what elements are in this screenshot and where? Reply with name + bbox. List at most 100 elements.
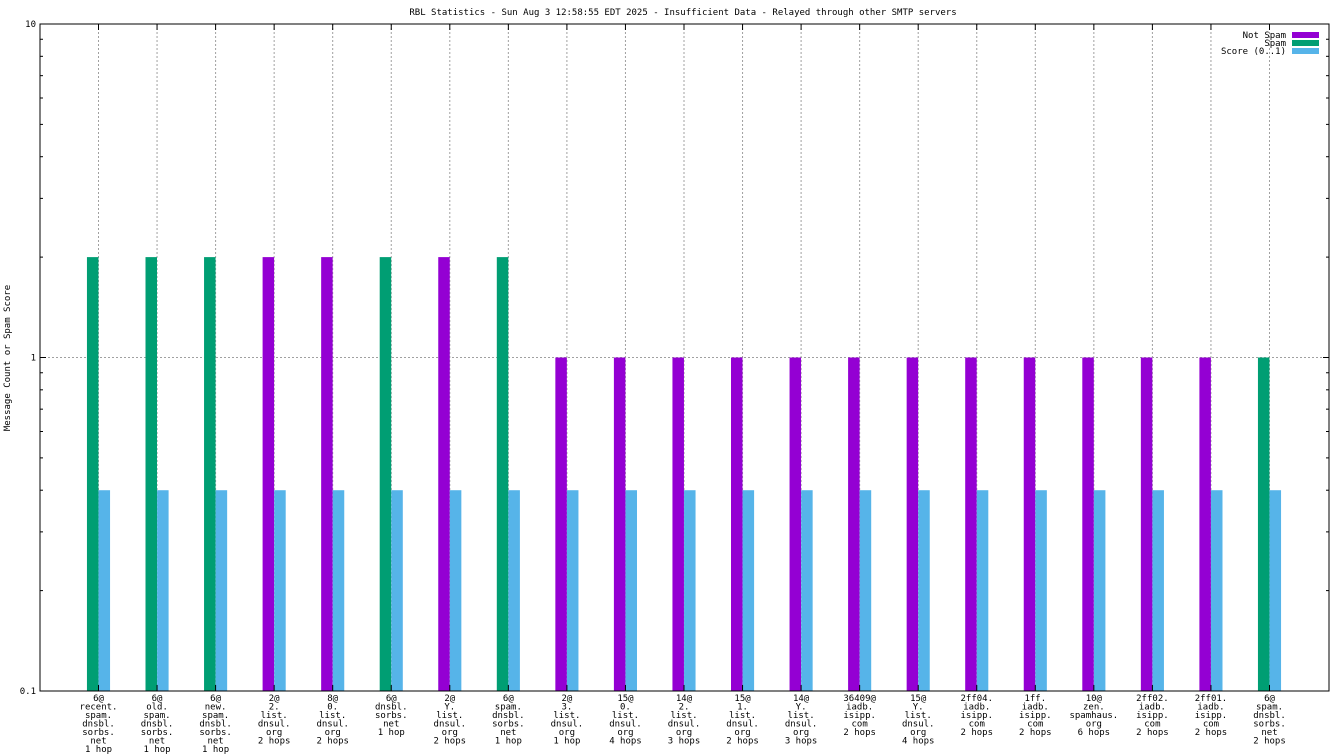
x-category-label-line: 2@: [269, 694, 280, 704]
bar-not-spam: [321, 257, 333, 691]
bar-not-spam: [613, 357, 626, 691]
x-category-label-line: org: [442, 728, 458, 738]
y-axis-ticks: 0.1 1 10: [20, 20, 1329, 697]
x-category-label-line: com: [1203, 720, 1219, 730]
x-category-label-line: spam.: [495, 703, 522, 713]
x-category-label-line: 0.: [620, 703, 631, 713]
x-category-label-line: dnsbl.: [82, 720, 115, 730]
bar-not-spam: [672, 357, 684, 691]
x-category-label-line: 2 hops: [258, 737, 291, 747]
x-category-label-line: iadb.: [963, 703, 990, 713]
legend-swatch: [1292, 40, 1319, 46]
x-category-label-line: net: [500, 728, 516, 738]
x-category-label-line: org: [1086, 720, 1102, 730]
x-category-label-line: org: [676, 728, 692, 738]
x-category-label-line: 6@: [152, 694, 163, 704]
x-category-label-line: list.: [319, 711, 346, 721]
x-category-label-line: 14@: [676, 694, 693, 704]
x-category-label-line: 4 hops: [902, 737, 935, 747]
x-category-label-line: list.: [553, 711, 580, 721]
bar-score-0-1: [1093, 490, 1106, 691]
x-category-label-line: org: [559, 728, 575, 738]
x-category-label-line: com: [1027, 720, 1043, 730]
x-category-label-line: 4 hops: [609, 737, 642, 747]
x-category-label-line: Y.: [913, 703, 924, 713]
x-category-label-line: spamhaus.: [1069, 711, 1118, 721]
x-category-label-line: dnsul.: [316, 720, 349, 730]
x-category-label-line: com: [969, 720, 985, 730]
x-category-label-line: net: [90, 737, 106, 747]
x-category-label-line: net: [383, 720, 399, 730]
bar-spam: [496, 257, 509, 691]
x-category-label-line: 3.: [561, 703, 572, 713]
bar-score-0-1: [157, 490, 169, 691]
x-category-label-line: isipp.: [960, 711, 993, 721]
x-category-label-line: list.: [436, 711, 463, 721]
x-category-label-line: 1 hop: [553, 737, 580, 747]
x-category-label-line: dnsul.: [726, 720, 759, 730]
bar-not-spam: [1082, 357, 1094, 691]
bar-score-0-1: [1035, 490, 1047, 691]
bar-score-0-1: [508, 490, 520, 691]
x-category-label-line: iadb.: [1139, 703, 1166, 713]
x-category-label-line: org: [793, 728, 809, 738]
legend-label: Score (0..1): [1221, 47, 1286, 57]
x-category-label-line: spam.: [85, 711, 112, 721]
x-category-label-line: 2 hops: [1195, 728, 1228, 738]
bar-score-0-1: [566, 490, 579, 691]
x-category-label-line: 2.: [679, 703, 690, 713]
x-category-label-line: 2 hops: [960, 728, 993, 738]
x-category-label-line: 15@: [617, 694, 634, 704]
y-axis-label: Message Count or Spam Score: [3, 285, 13, 431]
bar-not-spam: [906, 357, 919, 691]
x-category-label-line: sorbs.: [375, 711, 408, 721]
legend-label: Not Spam: [1243, 31, 1286, 41]
x-category-label-line: 1ff.: [1024, 694, 1046, 704]
x-category-label-line: 3 hops: [668, 737, 701, 747]
x-category-label-line: 1 hop: [85, 745, 112, 755]
bar-score-0-1: [1269, 490, 1282, 691]
x-category-label-line: isipp.: [1195, 711, 1228, 721]
x-category-label-line: dnsbl.: [199, 720, 232, 730]
x-category-label-line: 1 hop: [378, 728, 405, 738]
x-category-label-line: dnsbl.: [492, 711, 525, 721]
x-category-label-line: dnsul.: [434, 720, 467, 730]
x-category-label-line: list.: [788, 711, 815, 721]
x-category-label-line: 2 hops: [726, 737, 759, 747]
x-category-label-line: list.: [905, 711, 932, 721]
legend-swatch: [1292, 48, 1319, 54]
x-category-label-line: 2 hops: [1136, 728, 1169, 738]
x-category-label-line: recent.: [80, 703, 118, 713]
x-category-label-line: 36409@: [843, 694, 876, 704]
legend-label: Spam: [1264, 39, 1286, 49]
bar-spam: [1257, 357, 1270, 691]
bar-score-0-1: [1152, 490, 1164, 691]
grid-lines: [40, 24, 1329, 691]
x-category-label-line: iadb.: [1197, 703, 1224, 713]
bar-spam: [379, 257, 392, 691]
x-category-label-line: net: [207, 737, 223, 747]
x-category-label-line: dnsul.: [785, 720, 818, 730]
x-category-label-line: net: [149, 737, 165, 747]
x-category-label-line: list.: [612, 711, 639, 721]
x-category-label-line: 6@: [93, 694, 104, 704]
bar-not-spam: [731, 357, 743, 691]
x-category-label-line: 2@: [444, 694, 455, 704]
bar-score-0-1: [449, 490, 462, 691]
x-category-label-line: sorbs.: [141, 728, 174, 738]
